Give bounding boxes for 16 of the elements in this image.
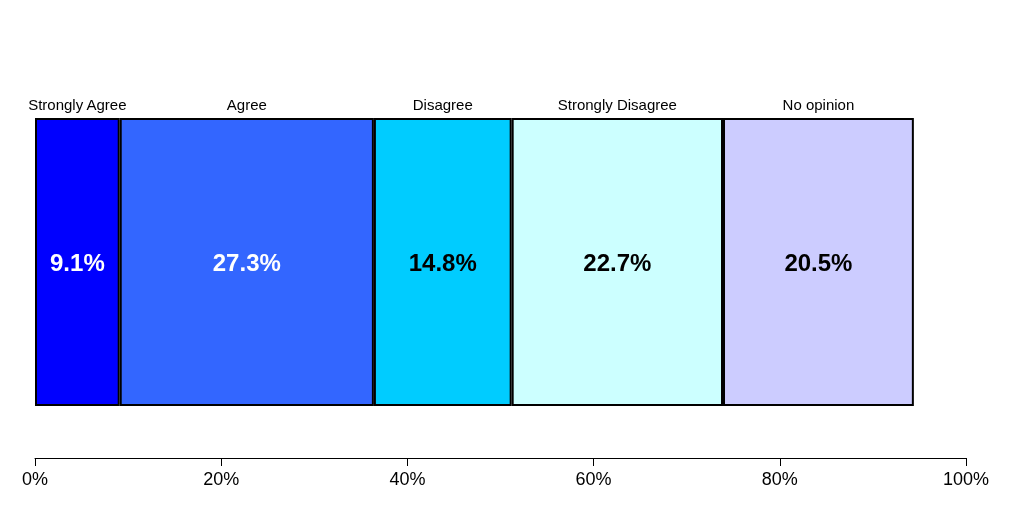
data-label: 9.1% — [50, 248, 105, 276]
data-label: 20.5% — [784, 248, 853, 276]
x-tick-label: 40% — [389, 469, 426, 489]
x-tick-label: 80% — [761, 469, 798, 489]
data-label: 22.7% — [583, 248, 652, 276]
series-label: Strongly Agree — [28, 96, 127, 113]
data-label: 27.3% — [212, 248, 281, 276]
data-label: 14.8% — [408, 248, 477, 276]
x-tick-label: 0% — [21, 469, 49, 489]
series-label: Strongly Disagree — [557, 96, 677, 113]
series-label: No opinion — [782, 96, 855, 113]
series-label: Agree — [226, 96, 267, 113]
x-tick-label: 60% — [575, 469, 612, 489]
x-tick-label: 20% — [203, 469, 240, 489]
series-label: Disagree — [412, 96, 473, 113]
x-tick-label: 100% — [942, 469, 990, 489]
